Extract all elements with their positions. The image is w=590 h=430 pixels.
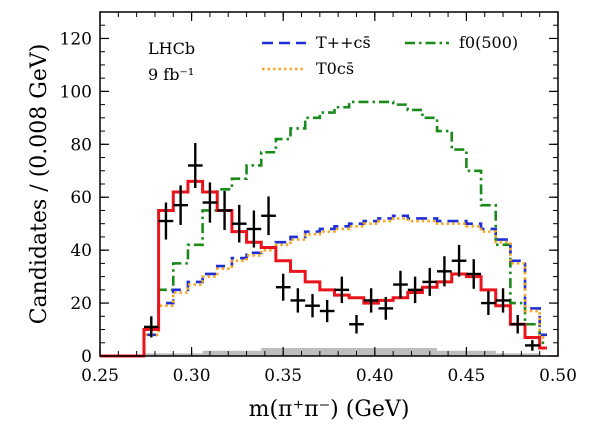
x-tick-label: 0.25 bbox=[81, 366, 119, 386]
data-point bbox=[202, 182, 218, 223]
x-tick-label: 0.35 bbox=[264, 366, 302, 386]
data-point bbox=[495, 288, 511, 313]
data-point bbox=[349, 314, 364, 334]
data-point bbox=[466, 259, 482, 289]
data-point bbox=[481, 291, 496, 315]
y-tick-label: 120 bbox=[60, 29, 92, 49]
plot-area bbox=[100, 100, 548, 358]
data-point bbox=[407, 276, 423, 304]
data-point bbox=[363, 288, 379, 313]
data-point bbox=[422, 267, 438, 296]
legend-label: T0cs̄ bbox=[316, 59, 354, 78]
legend: T++cs̄ T0cs̄ f0(500) bbox=[262, 33, 518, 78]
data-point bbox=[275, 273, 291, 301]
y-tick-label: 100 bbox=[60, 82, 92, 102]
data-point bbox=[437, 256, 452, 287]
legend-label: T++cs̄ bbox=[316, 33, 371, 52]
y-tick-label: 0 bbox=[81, 347, 92, 367]
data-point bbox=[305, 294, 320, 318]
data-point bbox=[187, 142, 203, 188]
x-tick-label: 0.30 bbox=[173, 366, 211, 386]
series-background-fill bbox=[100, 348, 548, 356]
data-point bbox=[158, 202, 174, 240]
data-point bbox=[451, 244, 467, 277]
y-tick-label: 60 bbox=[70, 188, 92, 208]
y-tick-label: 40 bbox=[70, 241, 92, 261]
data-point bbox=[246, 210, 262, 248]
data-point bbox=[334, 276, 350, 304]
data-point bbox=[261, 196, 276, 236]
series-tcs-plusplus-line bbox=[100, 214, 548, 358]
axes: 0.25 0.30 0.35 0.40 0.45 0.50 0 20 40 60 80 100 120 bbox=[60, 11, 577, 386]
data-point bbox=[319, 299, 335, 323]
data-point bbox=[173, 185, 188, 226]
data-point bbox=[231, 204, 247, 243]
data-point bbox=[510, 314, 526, 334]
y-axis-label: Candidates / (0.008 GeV) bbox=[27, 44, 52, 325]
x-axis-label: m(π⁺π⁻) (GeV) bbox=[249, 397, 410, 422]
legend-entry: f0(500) bbox=[405, 33, 518, 52]
experiment-label: LHCb bbox=[148, 39, 195, 58]
series-f0-500-line bbox=[100, 100, 548, 358]
y-tick-label: 80 bbox=[70, 135, 92, 155]
data-point bbox=[393, 270, 408, 299]
legend-entry: T++cs̄ bbox=[262, 33, 371, 52]
data-point bbox=[143, 316, 159, 338]
data-point bbox=[378, 296, 394, 320]
legend-entry: T0cs̄ bbox=[262, 59, 354, 78]
x-tick-label: 0.45 bbox=[447, 366, 485, 386]
data-point bbox=[217, 190, 232, 231]
x-tick-label: 0.50 bbox=[539, 366, 577, 386]
y-tick-label: 20 bbox=[70, 294, 92, 314]
data-point bbox=[290, 288, 306, 313]
legend-label: f0(500) bbox=[459, 33, 518, 52]
x-tick-label: 0.40 bbox=[356, 366, 394, 386]
series-fit-line bbox=[100, 179, 548, 358]
data-point bbox=[525, 340, 540, 351]
series-tcs-zero-line bbox=[100, 217, 548, 358]
luminosity-label: 9 fb⁻¹ bbox=[148, 65, 194, 84]
